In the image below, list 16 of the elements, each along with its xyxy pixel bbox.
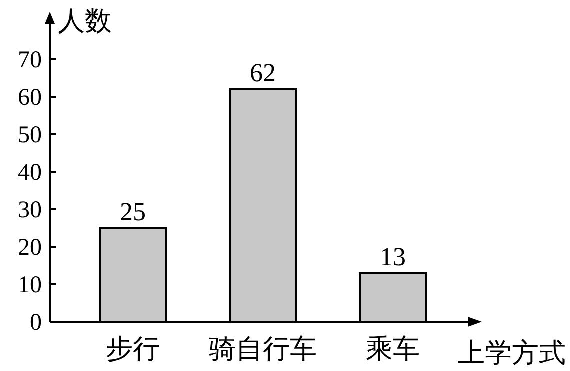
y-tick-label: 50: [18, 122, 42, 148]
y-tick-label: 60: [18, 85, 42, 111]
x-tick-label: 乘车: [366, 334, 420, 364]
data-label: 62: [250, 58, 276, 88]
y-axis-title: 人数: [58, 6, 112, 36]
y-tick-label: 40: [18, 160, 42, 186]
x-tick-label: 骑自行车: [209, 334, 317, 364]
y-tick-label: 10: [18, 272, 42, 298]
y-tick-label: 0: [30, 310, 42, 336]
x-tick-label: 步行: [106, 334, 160, 364]
x-axis-title: 上学方式: [458, 338, 566, 368]
data-label: 13: [380, 242, 406, 272]
y-tick-label: 20: [18, 235, 42, 261]
y-tick-label: 70: [18, 48, 42, 74]
data-label: 25: [120, 197, 146, 226]
y-tick-label: 30: [18, 198, 42, 224]
